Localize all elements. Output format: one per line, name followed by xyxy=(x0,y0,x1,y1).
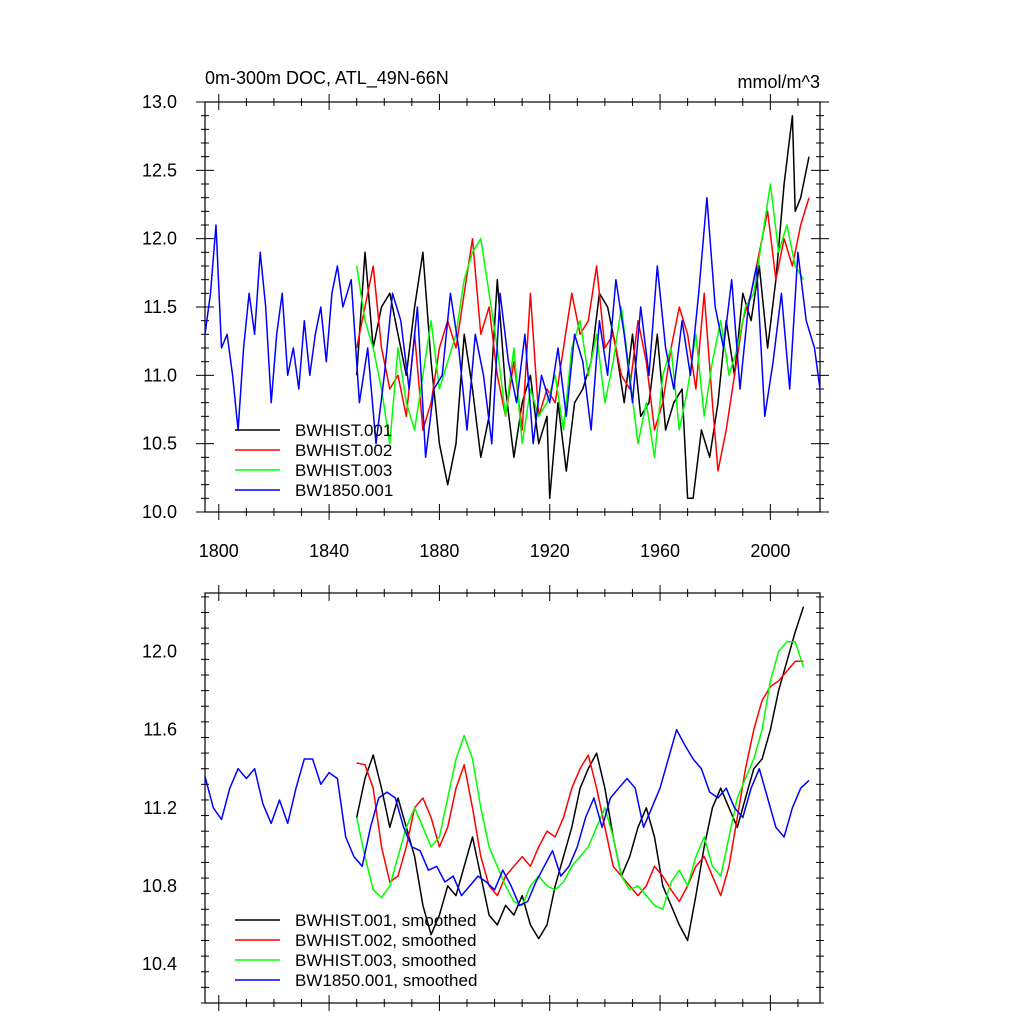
legend-label: BW1850.001 xyxy=(295,481,393,500)
series-line-bw1850-001 xyxy=(204,196,821,459)
series-line-bwhist-003-smoothed xyxy=(355,641,805,911)
bottom-panel-ticks: 10.4 10.8 11.2 11.6 12.0 xyxy=(142,585,824,1011)
y-tick-label: 10.5 xyxy=(142,434,177,454)
legend-label: BWHIST.002, smoothed xyxy=(295,931,476,950)
top-panel-title: 0m-300m DOC, ATL_49N-66N xyxy=(205,68,449,89)
bottom-panel-series xyxy=(204,606,810,942)
series-line-bw1850-001-smoothed xyxy=(204,728,810,907)
top-panel-units: mmol/m^3 xyxy=(738,72,820,92)
series-line-bwhist-002 xyxy=(355,197,810,472)
x-tick-label: 1800 xyxy=(199,541,239,561)
legend-label: BW1850.001, smoothed xyxy=(295,971,477,990)
x-tick-label: 2000 xyxy=(750,541,790,561)
y-tick-label: 11.0 xyxy=(143,365,177,385)
legend-label: BWHIST.001, smoothed xyxy=(295,911,476,930)
y-tick-label: 11.2 xyxy=(143,798,177,818)
legend-label: BWHIST.003, smoothed xyxy=(295,951,476,970)
top-panel: 0m-300m DOC, ATL_49N-66N mmol/m^3 1800 18… xyxy=(142,68,829,561)
legend-label: BWHIST.003 xyxy=(295,461,392,480)
series-line-bwhist-001-smoothed xyxy=(355,606,805,942)
x-tick-label: 1880 xyxy=(419,541,459,561)
top-panel-series xyxy=(204,114,821,500)
x-tick-label: 1960 xyxy=(640,541,680,561)
y-tick-label: 13.0 xyxy=(142,92,177,112)
y-tick-label: 12.0 xyxy=(142,642,177,662)
y-tick-label: 12.5 xyxy=(142,160,177,180)
legend-label: BWHIST.001 xyxy=(295,421,392,440)
y-tick-label: 10.4 xyxy=(142,954,177,974)
x-tick-label: 1920 xyxy=(530,541,570,561)
bottom-panel-frame xyxy=(204,592,821,1004)
series-line-bwhist-001 xyxy=(355,114,810,500)
series-line-bwhist-002-smoothed xyxy=(356,660,804,903)
y-tick-label: 12.0 xyxy=(142,229,177,249)
bottom-panel: 10.4 10.8 11.2 11.6 12.0 BWHIST.001, smoothe… xyxy=(142,585,824,1011)
y-tick-label: 10.8 xyxy=(142,876,177,896)
y-tick-label: 11.5 xyxy=(143,297,177,317)
series-line-bwhist-003 xyxy=(355,183,805,459)
legend-label: BWHIST.002 xyxy=(295,441,392,460)
x-tick-label: 1840 xyxy=(309,541,349,561)
y-tick-label: 10.0 xyxy=(142,502,177,522)
y-tick-label: 11.6 xyxy=(143,720,177,740)
top-panel-ticks: 1800 1840 1880 1920 1960 2000 10.0 10.5 11.0 11.5… xyxy=(142,92,829,561)
